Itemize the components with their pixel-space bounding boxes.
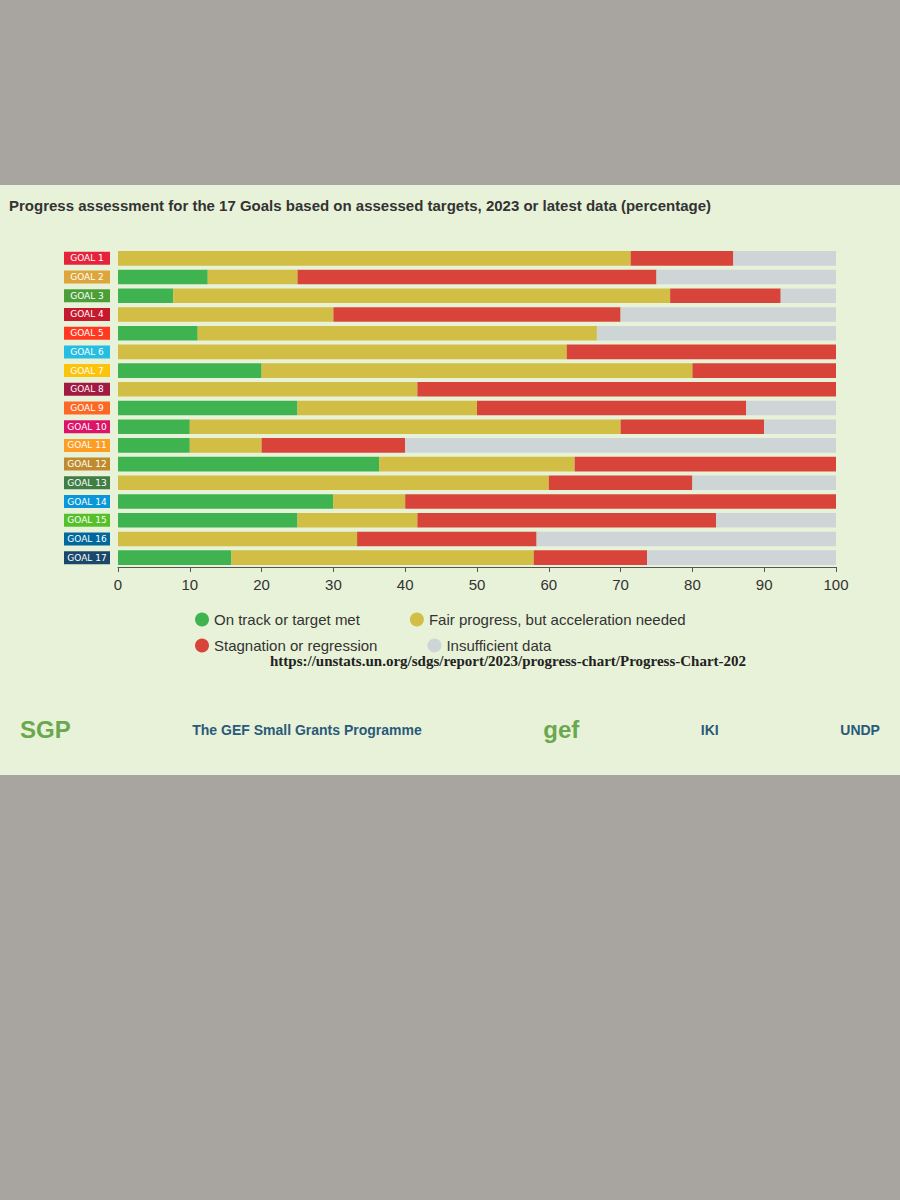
svg-text:GOAL 5: GOAL 5 — [70, 328, 104, 338]
html-text:UNDP: UNDP — [840, 722, 880, 738]
svg-text:0: 0 — [114, 576, 122, 593]
svg-text:GOAL 16: GOAL 16 — [67, 534, 107, 544]
svg-text:40: 40 — [397, 576, 414, 593]
svg-text:GOAL 10: GOAL 10 — [67, 422, 107, 432]
svg-text:GOAL 3: GOAL 3 — [70, 291, 104, 301]
html-text:https://unstats.un.org/sdgs/re: https://unstats.un.org/sdgs/report/2023/… — [270, 653, 747, 669]
svg-text:90: 90 — [756, 576, 773, 593]
svg-text:GOAL 11: GOAL 11 — [67, 440, 106, 450]
svg-text:Progress assessment for the 17: Progress assessment for the 17 Goals bas… — [9, 197, 711, 214]
svg-text:Fair progress, but acceleratio: Fair progress, but acceleration needed — [429, 611, 686, 628]
svg-text:80: 80 — [684, 576, 701, 593]
svg-text:30: 30 — [325, 576, 342, 593]
svg-text:GOAL 4: GOAL 4 — [70, 309, 104, 319]
svg-text:On track or target met: On track or target met — [214, 611, 361, 628]
svg-text:10: 10 — [181, 576, 198, 593]
svg-text:GOAL 12: GOAL 12 — [67, 459, 106, 469]
svg-text:GOAL 14: GOAL 14 — [67, 497, 107, 507]
svg-text:GOAL 2: GOAL 2 — [70, 272, 104, 282]
html-text:IKI: IKI — [700, 722, 719, 738]
svg-text:GOAL 6: GOAL 6 — [70, 347, 104, 357]
svg-text:GOAL 9: GOAL 9 — [70, 403, 104, 413]
svg-text:GOAL 7: GOAL 7 — [70, 366, 104, 376]
svg-text:GOAL 15: GOAL 15 — [67, 515, 106, 525]
svg-text:50: 50 — [469, 576, 486, 593]
svg-text:70: 70 — [612, 576, 629, 593]
svg-text:Insufficient data: Insufficient data — [446, 637, 551, 654]
svg-text:GOAL 8: GOAL 8 — [70, 384, 104, 394]
svg-text:GOAL 13: GOAL 13 — [67, 478, 106, 488]
svg-text:GOAL 1: GOAL 1 — [70, 253, 104, 263]
html-text:The GEF Small Grants Programme: The GEF Small Grants Programme — [192, 722, 422, 738]
svg-text:Stagnation or regression: Stagnation or regression — [214, 637, 377, 654]
svg-text:20: 20 — [253, 576, 270, 593]
html-text:SGP: SGP — [20, 716, 71, 743]
svg-text:100: 100 — [823, 576, 848, 593]
svg-text:GOAL 17: GOAL 17 — [67, 553, 106, 563]
svg-text:60: 60 — [540, 576, 557, 593]
html-text:gef: gef — [543, 716, 580, 743]
